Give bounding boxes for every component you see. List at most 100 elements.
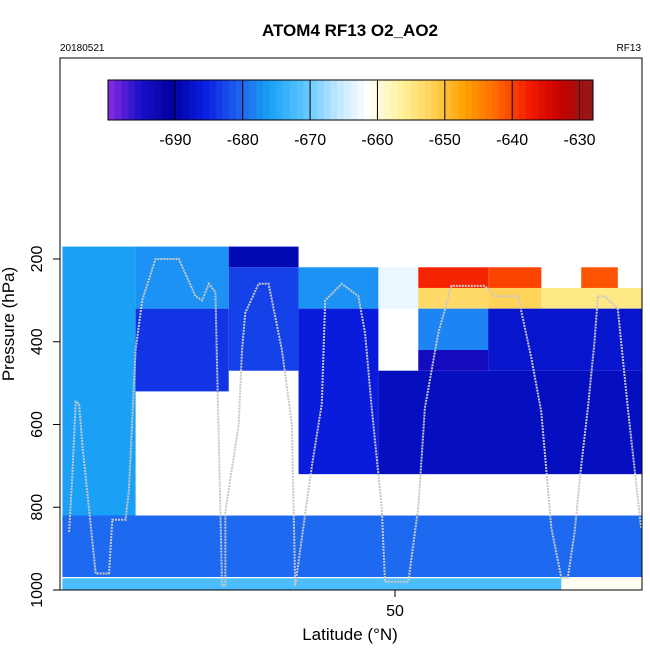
colorbar-segment [256,80,264,120]
colorbar-segment [438,80,446,120]
colorbar-segment [411,80,419,120]
colorbar-segment [384,80,392,120]
x-axis: 50 [386,590,404,620]
colorbar-segment [303,80,311,120]
colorbar-tick-label: -680 [227,132,259,149]
colorbar-segment [182,80,190,120]
heatmap-cell [228,246,299,268]
heatmap-cell [135,246,229,309]
colorbar-segment [249,80,257,120]
y-tick-label: 400 [29,328,46,355]
colorbar-segment [269,80,277,120]
colorbar-segment [545,80,554,120]
colorbar-segment [458,80,466,120]
colorbar-tick-label: -690 [159,132,191,149]
colorbar-segment [161,80,170,120]
heatmap-cell [561,577,642,590]
colorbar-segment [465,80,473,120]
heatmap-cell [62,577,642,590]
heatmap-cell [378,370,642,475]
y-tick-label: 1000 [29,572,46,608]
colorbar-segment [330,80,338,120]
colorbar-segment [586,80,594,120]
colorbar-segment [121,80,129,120]
colorbar-segment [202,80,210,120]
flight-label: RF13 [617,43,642,54]
colorbar-segment [478,80,486,120]
colorbar-segment [350,80,358,120]
colorbar-segment [242,80,250,120]
colorbar-segment [491,80,500,120]
colorbar-tick-label: -630 [564,132,596,149]
colorbar-frame [107,79,594,121]
colorbar-segment [155,80,163,120]
colorbar-segment [404,80,412,120]
colorbar-segment [141,80,149,120]
colorbar-segment [579,80,587,120]
colorbar-segment [188,80,197,120]
heatmap-cells [60,246,642,590]
colorbar-segment [525,80,533,120]
heatmap-cell [62,515,642,578]
colorbar-segment [532,80,540,120]
colorbar-segment [552,80,560,120]
colorbar-segment [370,80,378,120]
x-axis-label: Latitude (°N) [302,625,398,644]
colorbar-segment [572,80,581,120]
colorbar-segment [108,80,116,120]
heatmap-cell [378,267,419,309]
colorbar-segment [148,80,156,120]
colorbar-segment [222,80,230,120]
colorbar-segment [451,80,459,120]
y-tick-label: 800 [29,494,46,521]
colorbar-segment [417,80,426,120]
colorbar-segment [229,80,237,120]
heatmap-cell [488,308,642,371]
y-axis: 200 400 600 800 1000 [29,246,60,608]
colorbar-segment [114,80,122,120]
colorbar-segment [377,80,385,120]
colorbar-segment [559,80,567,120]
y-tick-label: 600 [29,411,46,438]
colorbar-segment [424,80,432,120]
colorbar-segment [310,80,318,120]
heatmap-cell [581,267,618,288]
colorbar-segment [518,80,527,120]
colorbar-segment [512,80,520,120]
colorbar-segment [289,80,298,120]
colorbar-segment [357,80,365,120]
colorbar-tick-label: -640 [496,132,528,149]
colorbar-segment [316,80,325,120]
colorbar-segment [397,80,405,120]
colorbar-segment [343,80,351,120]
colorbar-segment [505,80,513,120]
colorbar-segment [431,80,439,120]
heatmap-cell [488,287,542,309]
colorbar-segment [485,80,493,120]
heatmap-cell [298,308,379,475]
colorbar-segment [283,80,291,120]
chart-title: ATOM4 RF13 O2_AO2 [262,21,438,40]
colorbar-segment [195,80,203,120]
heatmap-cell [135,308,229,392]
colorbar-segment [128,80,136,120]
colorbar-segment [276,80,284,120]
y-tick-label: 200 [29,246,46,273]
colorbar-segment [296,80,304,120]
colorbar-segment [390,80,399,120]
colorbar-ticks: -690 -680 -670 -660 -650 -640 -630 [159,80,596,149]
colorbar-segment [168,80,176,120]
heatmap-cell [418,267,489,288]
heatmap-cell [228,267,299,371]
colorbar-segment [539,80,547,120]
colorbar-segment [363,80,372,120]
heatmap-cell [418,350,489,371]
colorbar-segment [337,80,345,120]
colorbar-tick-label: -670 [294,132,326,149]
x-tick-label: 50 [386,603,404,620]
colorbar-segment [471,80,479,120]
colorbar-segment [323,80,331,120]
colorbar-tick-label: -660 [361,132,393,149]
heatmap-cell [418,287,489,309]
